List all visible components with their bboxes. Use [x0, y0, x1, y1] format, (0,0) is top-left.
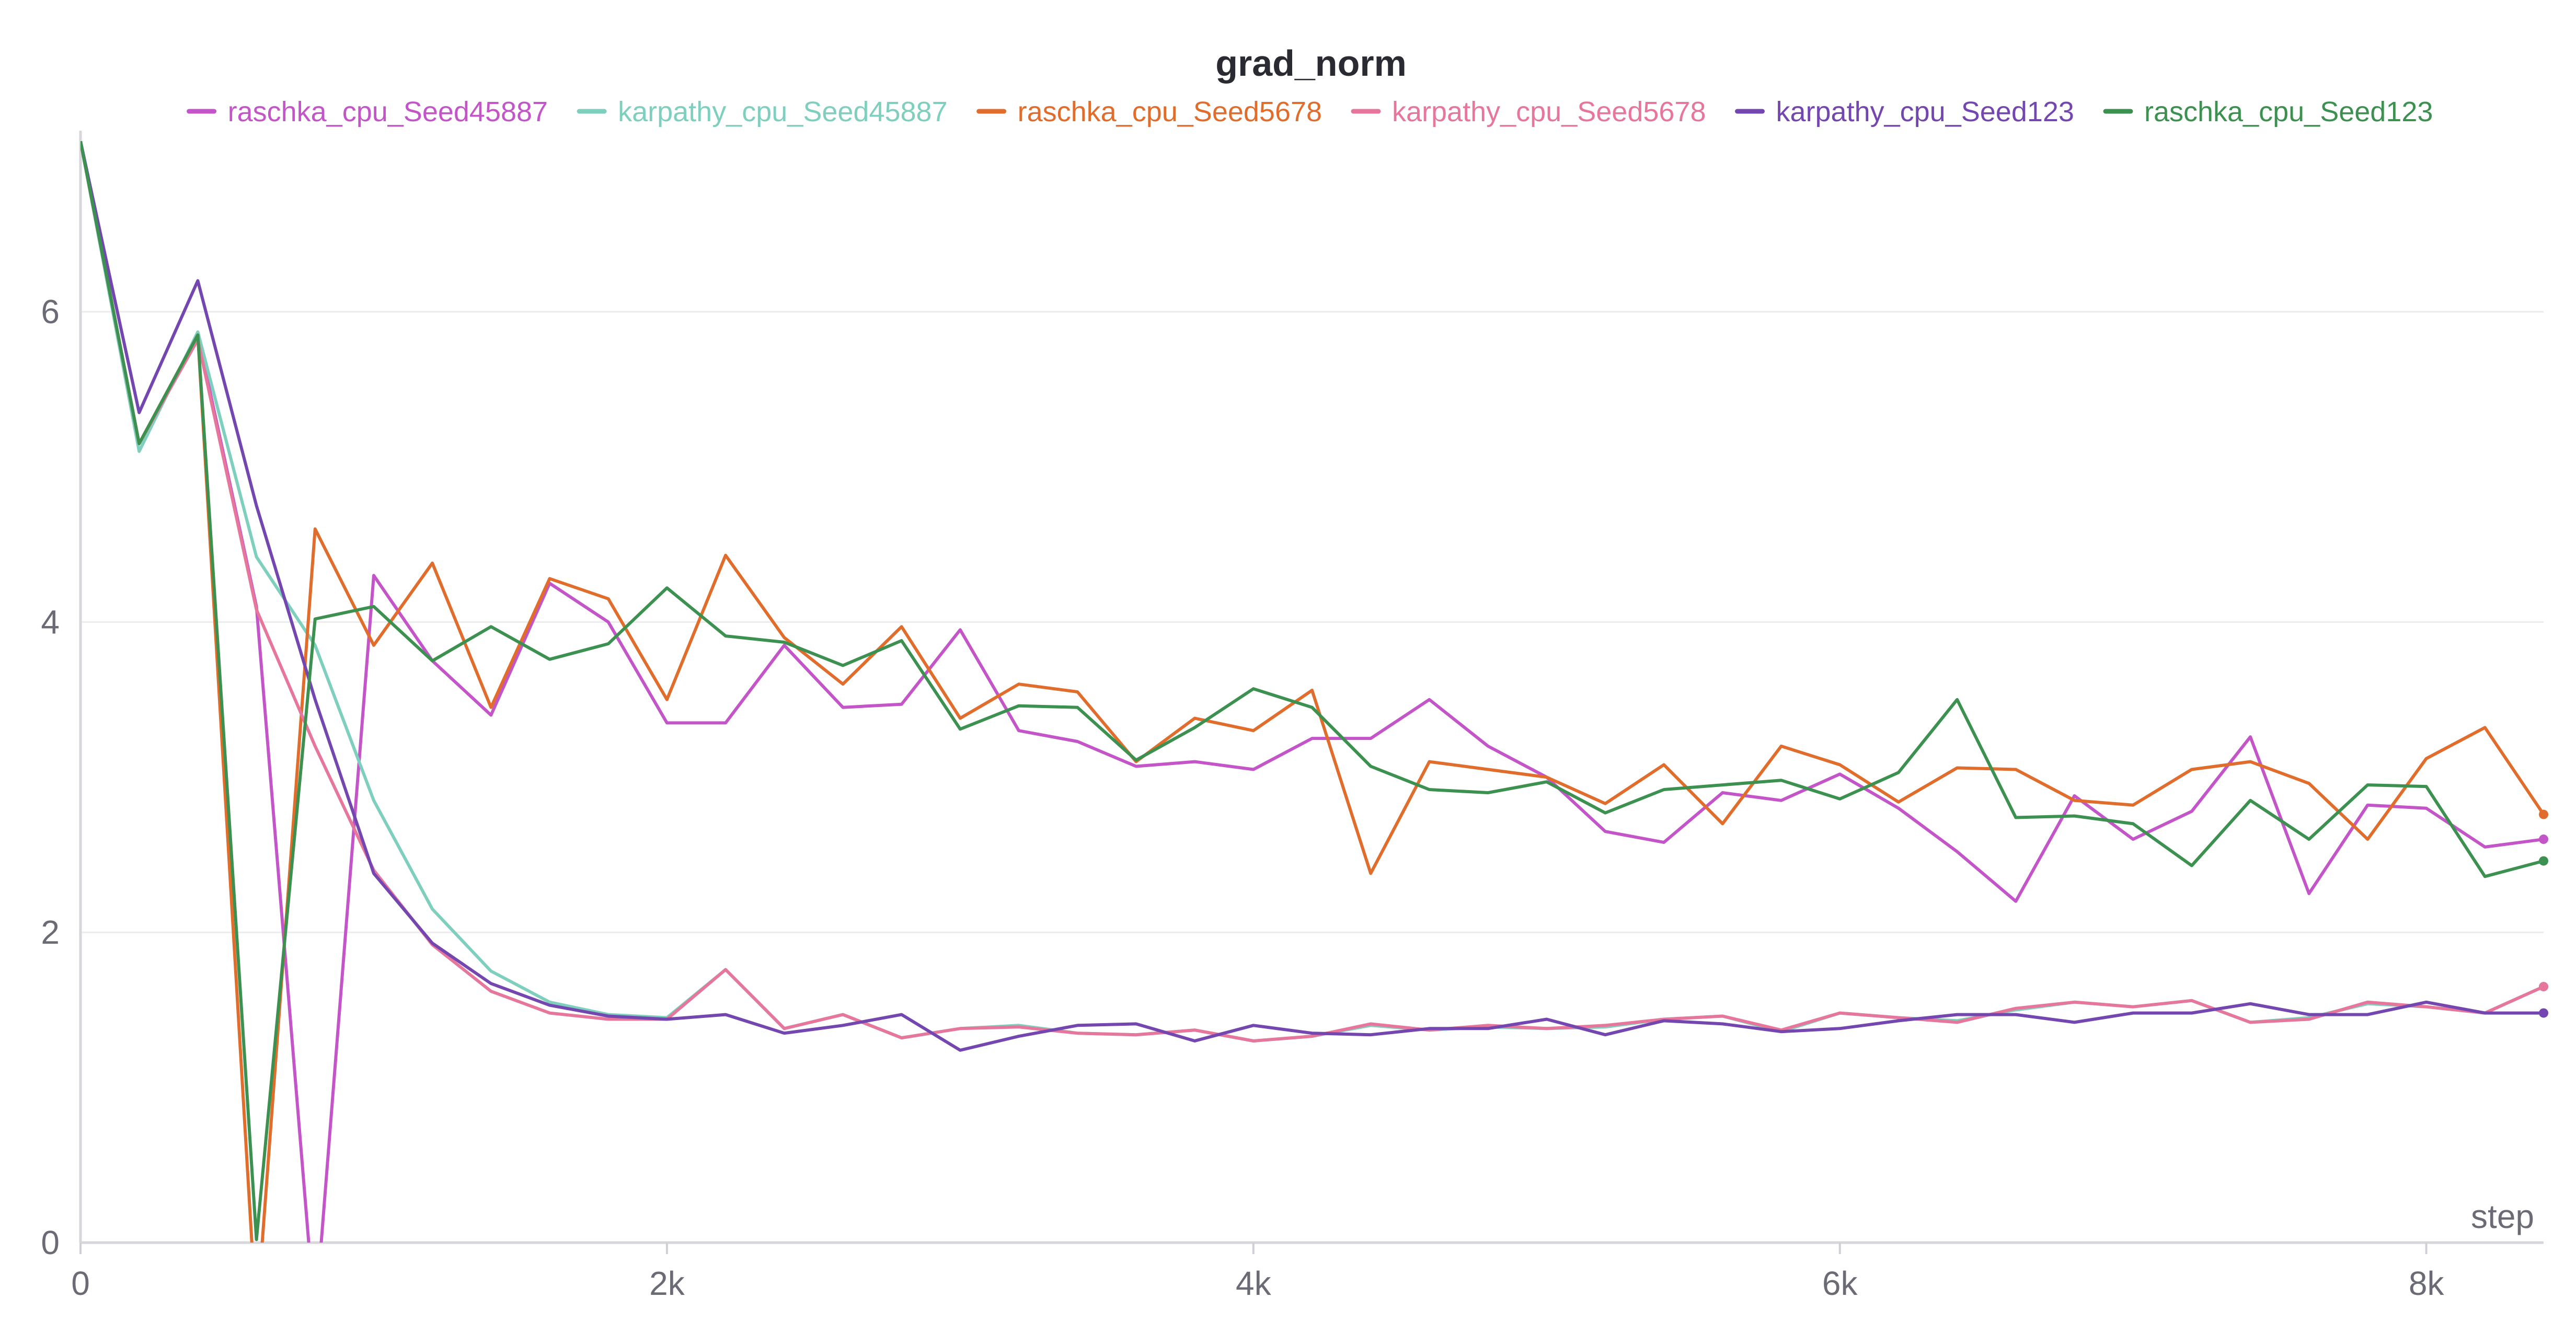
- legend-item[interactable]: raschka_cpu_Seed5678: [976, 96, 1322, 128]
- series-line-karpathy_cpu_Seed45887: [80, 141, 2544, 1042]
- legend: raschka_cpu_Seed45887 karpathy_cpu_Seed45…: [187, 96, 2433, 128]
- series-endpoint-karpathy_cpu_Seed5678: [2539, 982, 2548, 992]
- series-endpoint-raschka_cpu_Seed123: [2539, 856, 2548, 866]
- legend-label: karpathy_cpu_Seed45887: [618, 96, 948, 128]
- y-tick-label: 0: [41, 1224, 60, 1261]
- y-tick-label: 2: [41, 913, 60, 951]
- series-lines: [80, 141, 2544, 1243]
- series-line-raschka_cpu_Seed5678: [80, 141, 2544, 1243]
- legend-item[interactable]: karpathy_cpu_Seed45887: [577, 96, 948, 128]
- series-line-karpathy_cpu_Seed123: [80, 141, 2544, 1052]
- x-tick-label: 0: [71, 1265, 90, 1302]
- x-axis-label: step: [2471, 1198, 2534, 1235]
- legend-item[interactable]: karpathy_cpu_Seed5678: [1351, 96, 1706, 128]
- series-endpoints: [2539, 809, 2548, 1018]
- series-line-raschka_cpu_Seed45887: [80, 141, 2544, 1243]
- y-tick-label: 4: [41, 603, 60, 641]
- legend-label: raschka_cpu_Seed45887: [228, 96, 548, 128]
- legend-label: karpathy_cpu_Seed123: [1776, 96, 2074, 128]
- x-tick-label: 6k: [1822, 1265, 1858, 1302]
- series-endpoint-raschka_cpu_Seed45887: [2539, 835, 2548, 844]
- x-tick-label: 8k: [2409, 1265, 2445, 1302]
- legend-label: raschka_cpu_Seed123: [2144, 96, 2433, 128]
- legend-label: karpathy_cpu_Seed5678: [1392, 96, 1706, 128]
- series-line-raschka_cpu_Seed123: [80, 141, 2544, 1242]
- series-line-karpathy_cpu_Seed5678: [80, 141, 2544, 1042]
- legend-label: raschka_cpu_Seed5678: [1018, 96, 1322, 128]
- axes: 0 2 4 6 0 2k 4k 6k 8k: [41, 131, 2544, 1302]
- x-tick-label: 2k: [649, 1265, 685, 1302]
- legend-item[interactable]: karpathy_cpu_Seed123: [1735, 96, 2074, 128]
- x-tick-label: 4k: [1236, 1265, 1272, 1302]
- chart-title: grad_norm: [1215, 43, 1407, 84]
- y-tick-label: 6: [41, 293, 60, 331]
- legend-item[interactable]: raschka_cpu_Seed45887: [187, 96, 548, 128]
- gridlines: [80, 311, 2544, 933]
- series-endpoint-raschka_cpu_Seed5678: [2539, 809, 2548, 819]
- series-endpoint-karpathy_cpu_Seed123: [2539, 1008, 2548, 1018]
- legend-item[interactable]: raschka_cpu_Seed123: [2103, 96, 2433, 128]
